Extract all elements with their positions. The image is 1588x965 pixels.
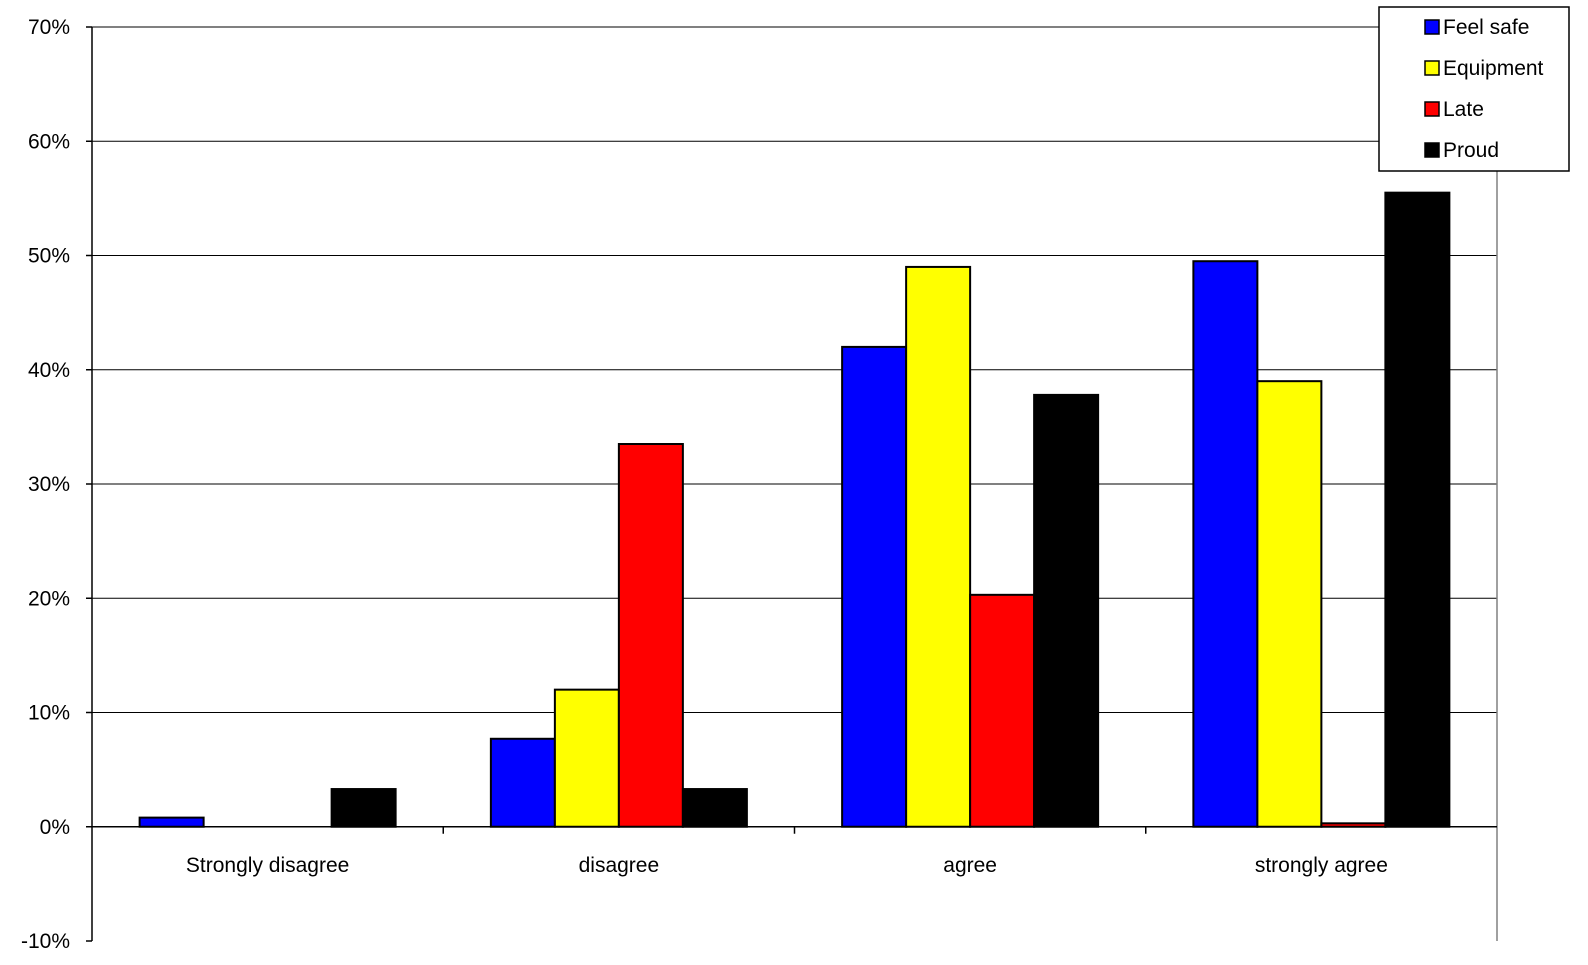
legend-swatch-equipment [1424, 60, 1440, 76]
legend-label: Feel safe [1443, 16, 1529, 39]
y-tick-label: 50% [28, 245, 70, 268]
legend: Feel safe Equipment Late Proud [1378, 6, 1570, 172]
legend-label: Equipment [1443, 57, 1544, 80]
bar-late-1 [617, 443, 684, 828]
y-tick-label: 70% [28, 16, 70, 39]
y-axis-tick-labels: -10% 0% 10% 20% 30% 40% 50% 60% 70% [21, 16, 92, 953]
category-label: agree [943, 854, 997, 877]
y-tick-label: 20% [28, 587, 70, 610]
bars [138, 191, 1451, 828]
bar-proud-2 [1033, 393, 1100, 828]
category-label: Strongly disagree [186, 854, 349, 877]
bar-feel-safe-3 [1192, 260, 1259, 828]
bar-equipment-3 [1256, 380, 1323, 828]
bar-equipment-2 [905, 265, 972, 828]
bar-feel-safe-2 [841, 345, 908, 828]
category-label: strongly agree [1255, 854, 1388, 877]
y-tick-label: 40% [28, 359, 70, 382]
category-label: disagree [579, 854, 660, 877]
bar-feel-safe-1 [489, 737, 556, 828]
y-tick-label: 10% [28, 702, 70, 725]
gridlines [92, 26, 1497, 828]
bar-late-2 [969, 593, 1036, 828]
bar-proud-1 [681, 788, 748, 828]
legend-swatch-proud [1424, 142, 1440, 158]
bar-feel-safe-0 [138, 816, 205, 828]
legend-label: Late [1443, 98, 1484, 121]
legend-swatch-late [1424, 101, 1440, 117]
bar-proud-0 [330, 788, 397, 828]
y-tick-label: 30% [28, 473, 70, 496]
y-tick-label: 0% [40, 816, 70, 839]
category-labels: Strongly disagree disagree agree strongly a… [186, 854, 1388, 877]
y-tick-label: 60% [28, 130, 70, 153]
axes [91, 27, 1498, 941]
legend-box [1378, 6, 1570, 172]
legend-swatch-feel-safe [1424, 19, 1440, 35]
y-tick-label: -10% [21, 930, 70, 953]
legend-label: Proud [1443, 139, 1499, 162]
bar-proud-3 [1384, 191, 1451, 828]
bar-equipment-1 [553, 688, 620, 828]
